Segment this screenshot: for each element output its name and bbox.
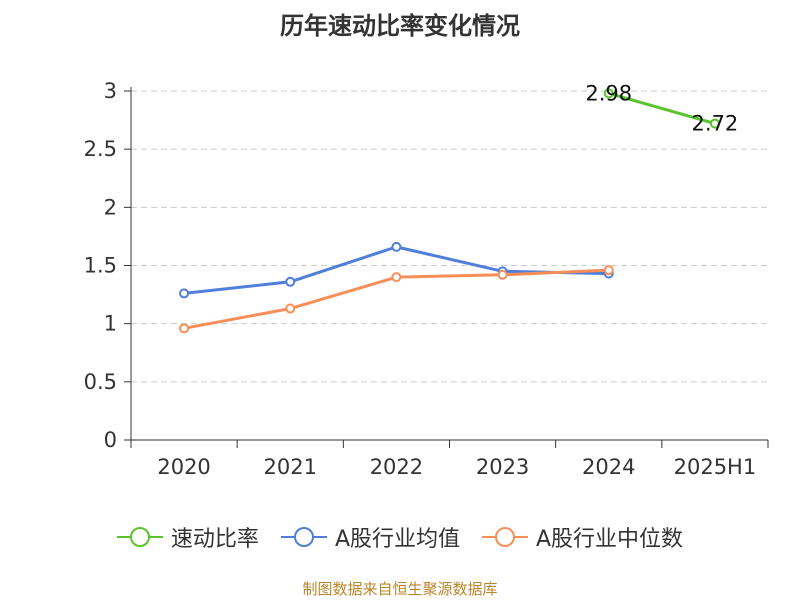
legend-item-industry-median[interactable]: A股行业中位数 (482, 521, 683, 553)
x-tick-label: 2025H1 (674, 455, 757, 479)
y-tick-label: 1 (104, 312, 117, 336)
data-point (391, 272, 402, 283)
legend-label-industry-mean: A股行业均值 (334, 527, 460, 552)
data-point (285, 276, 296, 287)
legend-swatch-industry-mean (280, 527, 327, 547)
legend-item-quick-ratio[interactable]: 速动比率 (116, 521, 259, 553)
x-tick-label: 2020 (157, 455, 210, 479)
legend-label-quick-ratio: 速动比率 (170, 527, 259, 552)
x-tick-label: 2023 (476, 455, 529, 479)
legend-swatch-industry-median (482, 527, 528, 547)
legend-label-industry-median: A股行业中位数 (536, 527, 684, 552)
x-tick-label: 2022 (370, 455, 423, 479)
source-note: 制图数据来自恒生聚源数据库 (302, 580, 498, 598)
y-tick-label: 0 (104, 428, 117, 452)
data-point (603, 265, 614, 276)
legend-item-industry-mean[interactable]: A股行业均值 (280, 521, 460, 553)
y-tick-label: 2 (104, 195, 117, 219)
data-point (497, 269, 508, 280)
y-tick-label: 0.5 (84, 370, 117, 394)
chart-title: 历年速动比率变化情况 (280, 12, 520, 40)
data-point (391, 241, 402, 252)
data-label: 2.98 (585, 81, 632, 105)
y-tick-label: 2.5 (84, 137, 117, 161)
series-line (608, 91, 716, 126)
legend: 速动比率 A股行业均值 A股行业中位数 (0, 520, 800, 554)
x-tick-label: 2021 (264, 455, 317, 479)
data-point (179, 323, 190, 334)
data-label: 2.72 (692, 112, 739, 136)
data-point (603, 88, 614, 99)
series-line (183, 245, 609, 295)
legend-swatch-quick-ratio (116, 527, 163, 547)
y-tick-label: 3 (104, 79, 117, 103)
data-point (179, 288, 190, 299)
y-tick-label: 1.5 (84, 254, 117, 278)
x-tick-label: 2024 (582, 455, 635, 479)
data-point (709, 118, 720, 129)
data-point (285, 303, 296, 314)
